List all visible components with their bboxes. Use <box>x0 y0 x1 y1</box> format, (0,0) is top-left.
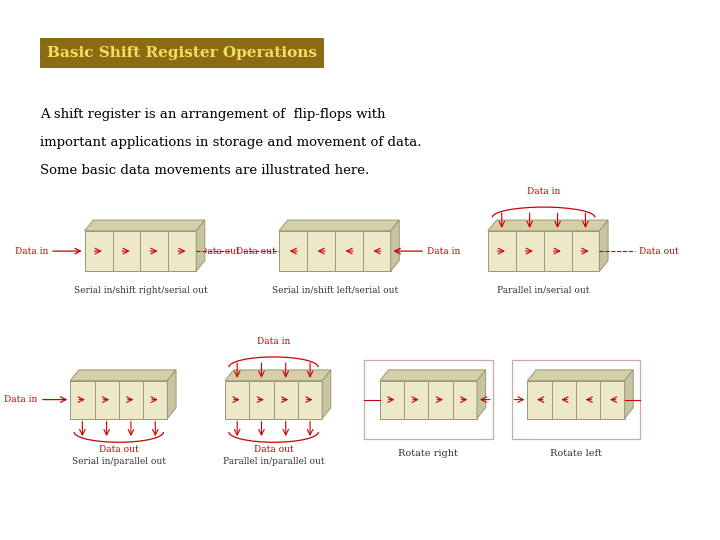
Text: Serial in/shift left/serial out: Serial in/shift left/serial out <box>271 286 398 295</box>
Polygon shape <box>279 220 399 231</box>
Bar <box>364 360 492 439</box>
Text: Rotate left: Rotate left <box>550 449 602 458</box>
Text: Rotate right: Rotate right <box>398 449 459 458</box>
Text: Some basic data movements are illustrated here.: Some basic data movements are illustrate… <box>40 164 369 177</box>
Text: Basic Shift Register Operations: Basic Shift Register Operations <box>47 46 317 59</box>
Polygon shape <box>225 370 331 381</box>
Bar <box>71 381 167 418</box>
Bar <box>527 381 625 418</box>
Text: Data out: Data out <box>253 446 294 454</box>
Text: Data in: Data in <box>257 338 290 346</box>
Text: Parallel in/parallel out: Parallel in/parallel out <box>222 457 325 466</box>
Text: Serial in/shift right/serial out: Serial in/shift right/serial out <box>73 286 207 295</box>
Text: Data in: Data in <box>4 395 38 404</box>
Polygon shape <box>599 220 608 271</box>
Polygon shape <box>380 370 485 381</box>
Text: Data in: Data in <box>15 247 49 255</box>
Text: Data out: Data out <box>199 247 239 255</box>
Bar <box>279 231 390 271</box>
Polygon shape <box>488 220 608 231</box>
Polygon shape <box>527 370 634 381</box>
Bar <box>225 381 323 418</box>
Text: Data out: Data out <box>639 247 679 255</box>
Polygon shape <box>390 220 399 271</box>
Text: A shift register is an arrangement of  flip-flops with: A shift register is an arrangement of fl… <box>40 108 385 121</box>
Bar <box>511 360 641 439</box>
Bar <box>380 381 477 418</box>
Text: Parallel in/serial out: Parallel in/serial out <box>498 286 590 295</box>
Text: Data in: Data in <box>426 247 460 255</box>
Polygon shape <box>167 370 176 418</box>
Text: important applications in storage and movement of data.: important applications in storage and mo… <box>40 136 421 149</box>
Text: Data out: Data out <box>99 446 139 454</box>
Polygon shape <box>625 370 634 418</box>
Polygon shape <box>71 370 176 381</box>
Polygon shape <box>196 220 205 271</box>
Text: Data in: Data in <box>527 187 560 197</box>
Polygon shape <box>323 370 331 418</box>
Bar <box>40 38 324 68</box>
Text: Data out: Data out <box>236 247 276 255</box>
Bar <box>488 231 600 271</box>
Polygon shape <box>477 370 485 418</box>
Polygon shape <box>85 220 205 231</box>
Bar <box>85 231 197 271</box>
Text: Serial in/parallel out: Serial in/parallel out <box>72 457 166 466</box>
